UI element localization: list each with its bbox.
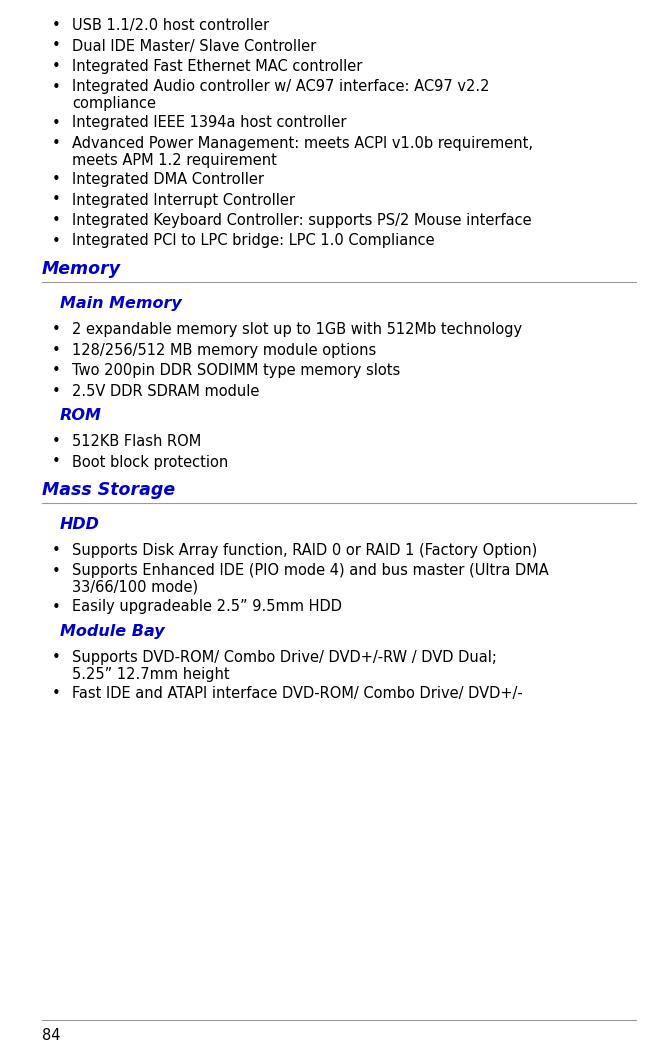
- Text: 33/66/100 mode): 33/66/100 mode): [72, 580, 198, 595]
- Text: Integrated IEEE 1394a host controller: Integrated IEEE 1394a host controller: [72, 115, 346, 131]
- Text: •: •: [52, 172, 61, 187]
- Text: 5.25” 12.7mm height: 5.25” 12.7mm height: [72, 667, 230, 682]
- Text: •: •: [52, 233, 61, 249]
- Text: •: •: [52, 18, 61, 33]
- Text: Supports Enhanced IDE (PIO mode 4) and bus master (Ultra DMA: Supports Enhanced IDE (PIO mode 4) and b…: [72, 563, 549, 578]
- Text: •: •: [52, 115, 61, 131]
- Text: Two 200pin DDR SODIMM type memory slots: Two 200pin DDR SODIMM type memory slots: [72, 363, 400, 378]
- Text: Integrated Audio controller w/ AC97 interface: AC97 v2.2: Integrated Audio controller w/ AC97 inte…: [72, 79, 489, 95]
- Text: •: •: [52, 38, 61, 54]
- Text: 2 expandable memory slot up to 1GB with 512Mb technology: 2 expandable memory slot up to 1GB with …: [72, 322, 522, 337]
- Text: 2.5V DDR SDRAM module: 2.5V DDR SDRAM module: [72, 384, 259, 399]
- Text: HDD: HDD: [60, 517, 100, 532]
- Text: Boot block protection: Boot block protection: [72, 455, 228, 469]
- Text: 84: 84: [42, 1028, 60, 1043]
- Text: 512KB Flash ROM: 512KB Flash ROM: [72, 434, 201, 449]
- Text: Fast IDE and ATAPI interface DVD-ROM/ Combo Drive/ DVD+/-: Fast IDE and ATAPI interface DVD-ROM/ Co…: [72, 686, 523, 701]
- Text: meets APM 1.2 requirement: meets APM 1.2 requirement: [72, 153, 277, 168]
- Text: Advanced Power Management: meets ACPI v1.0b requirement,: Advanced Power Management: meets ACPI v1…: [72, 136, 533, 151]
- Text: Integrated Fast Ethernet MAC controller: Integrated Fast Ethernet MAC controller: [72, 59, 362, 74]
- Text: USB 1.1/2.0 host controller: USB 1.1/2.0 host controller: [72, 18, 269, 33]
- Text: •: •: [52, 363, 61, 378]
- Text: 128/256/512 MB memory module options: 128/256/512 MB memory module options: [72, 343, 377, 358]
- Text: Module Bay: Module Bay: [60, 624, 165, 639]
- Text: Easily upgradeable 2.5” 9.5mm HDD: Easily upgradeable 2.5” 9.5mm HDD: [72, 599, 342, 614]
- Text: •: •: [52, 59, 61, 74]
- Text: Integrated DMA Controller: Integrated DMA Controller: [72, 172, 264, 187]
- Text: •: •: [52, 192, 61, 208]
- Text: •: •: [52, 434, 61, 449]
- Text: Main Memory: Main Memory: [60, 296, 182, 311]
- Text: •: •: [52, 384, 61, 399]
- Text: •: •: [52, 343, 61, 358]
- Text: Supports DVD-ROM/ Combo Drive/ DVD+/-RW / DVD Dual;: Supports DVD-ROM/ Combo Drive/ DVD+/-RW …: [72, 650, 497, 665]
- Text: •: •: [52, 650, 61, 665]
- Text: ROM: ROM: [60, 408, 102, 423]
- Text: compliance: compliance: [72, 96, 156, 111]
- Text: •: •: [52, 599, 61, 614]
- Text: •: •: [52, 322, 61, 337]
- Text: Memory: Memory: [42, 260, 121, 279]
- Text: •: •: [52, 686, 61, 701]
- Text: •: •: [52, 136, 61, 151]
- Text: Integrated Interrupt Controller: Integrated Interrupt Controller: [72, 192, 295, 208]
- Text: Dual IDE Master/ Slave Controller: Dual IDE Master/ Slave Controller: [72, 38, 316, 54]
- Text: Integrated PCI to LPC bridge: LPC 1.0 Compliance: Integrated PCI to LPC bridge: LPC 1.0 Co…: [72, 233, 435, 249]
- Text: •: •: [52, 455, 61, 469]
- Text: •: •: [52, 543, 61, 558]
- Text: •: •: [52, 213, 61, 228]
- Text: •: •: [52, 79, 61, 95]
- Text: Integrated Keyboard Controller: supports PS/2 Mouse interface: Integrated Keyboard Controller: supports…: [72, 213, 531, 228]
- Text: Mass Storage: Mass Storage: [42, 481, 175, 499]
- Text: •: •: [52, 563, 61, 578]
- Text: Supports Disk Array function, RAID 0 or RAID 1 (Factory Option): Supports Disk Array function, RAID 0 or …: [72, 543, 537, 558]
